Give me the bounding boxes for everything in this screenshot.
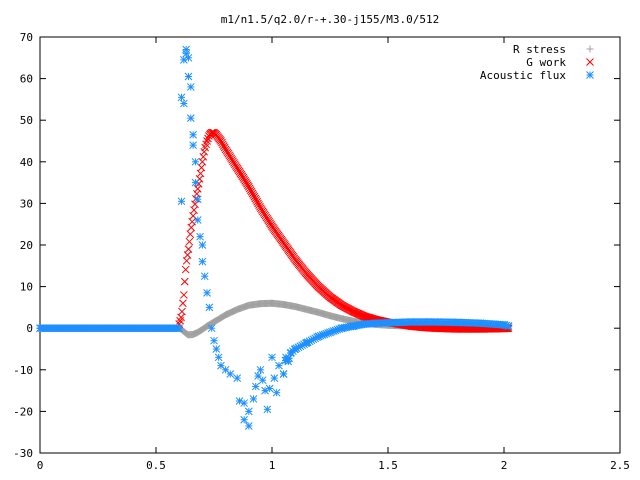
data-point [193,216,202,224]
data-point [249,395,258,403]
y-tick-label: 20 [20,239,33,252]
y-tick-label: -10 [13,364,33,377]
data-marks [36,45,513,430]
data-point [270,374,279,382]
data-point [179,99,188,108]
data-point [256,365,265,374]
y-tick-label: 50 [20,114,33,127]
y-tick-label: -20 [13,405,33,418]
x-tick-label: 1 [269,459,276,472]
data-point [265,384,274,393]
data-point [210,336,218,345]
legend-label: G work [526,56,566,69]
data-point [189,130,197,139]
y-tick-label: 0 [26,322,33,335]
data-point [272,388,281,397]
data-point [504,322,513,330]
data-point [191,157,200,166]
legend-label: Acoustic flux [480,69,566,82]
plot-area: 0 0.5 1 1.5 2 2.5 -30 -20 -10 0 10 20 30 40 50 60 70 [13,31,630,472]
y-tick-label: 10 [20,281,33,294]
x-tick-label: 2 [501,459,508,472]
x-tick-label: 1.5 [378,459,398,472]
data-point [177,93,186,102]
data-point [184,72,193,81]
legend-label: R stress [513,43,566,56]
data-point [185,237,194,246]
data-point [244,407,253,416]
data-point [198,241,207,249]
data-point [186,83,195,91]
data-point [244,422,253,430]
data-point [233,374,242,382]
data-point [184,53,193,62]
data-point [285,354,294,363]
data-point [181,265,190,274]
data-point [173,324,182,333]
data-point [184,245,193,254]
data-point [199,152,208,161]
data-point [179,291,188,299]
data-point [178,307,186,316]
series-acoustic-flux [36,45,513,430]
data-point [258,376,267,385]
series-g-work [175,128,513,333]
y-tick-label: -30 [13,447,33,460]
data-point [235,397,244,405]
data-point [180,277,189,286]
data-point [214,353,223,362]
legend-marker [586,58,594,66]
x-tick-label: 2.5 [610,459,630,472]
data-point [198,257,207,266]
data-point [191,178,200,187]
plot-frame [39,36,621,454]
data-point [268,353,276,362]
data-point [240,415,249,424]
data-point [240,399,249,407]
data-point [186,230,195,239]
chart-title: m1/n1.5/q2.0/r-+.30-j155/M3.0/512 [221,13,440,26]
data-point [177,197,186,206]
data-point [275,361,283,370]
data-point [226,370,235,378]
legend-marker [586,45,594,53]
data-point [263,405,272,414]
data-point [207,324,216,333]
data-point [198,157,207,166]
y-tick-label: 30 [20,197,33,210]
y-tick-label: 70 [20,31,33,44]
data-point [203,288,211,297]
y-tick-label: 60 [20,73,33,86]
data-point [279,370,288,378]
data-point [193,195,202,204]
data-point [189,141,197,150]
data-point [200,272,209,281]
data-point [251,382,260,391]
legend-marker [586,71,594,79]
data-point [212,345,221,353]
data-point [203,137,211,145]
data-point [186,114,195,122]
data-point [205,303,214,312]
y-tick-label: 40 [20,156,33,169]
x-tick-label: 0.5 [146,459,166,472]
x-tick-label: 0 [37,459,44,472]
data-point [196,232,204,241]
data-point [193,184,202,193]
data-point [179,299,187,308]
